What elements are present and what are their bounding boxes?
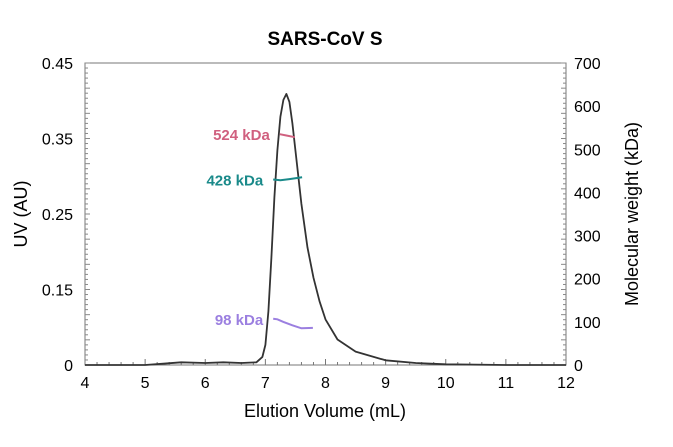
x-tick-label: 5 — [141, 375, 150, 392]
mw-series-label: 428 kDa — [206, 172, 263, 189]
y2-tick-label: 200 — [574, 272, 601, 289]
x-tick-label: 12 — [557, 375, 575, 392]
mw-series-line — [279, 133, 295, 139]
y2-tick-label: 400 — [574, 185, 601, 202]
y2-tick-label: 500 — [574, 142, 601, 159]
x-axis-label: Elution Volume (mL) — [244, 401, 406, 421]
y-tick-label: 0.25 — [42, 207, 73, 224]
mw-series-line — [273, 317, 313, 330]
mw-series-line — [273, 176, 303, 182]
x-tick-label: 11 — [498, 375, 515, 392]
uv-trace-line — [85, 93, 566, 366]
y2-axis-label: Molecular weight (kDa) — [622, 122, 642, 306]
y-axis-label: UV (AU) — [11, 181, 31, 248]
chart-title: SARS-CoV S — [267, 29, 382, 50]
x-tick-label: 9 — [381, 375, 390, 392]
x-tick-label: 8 — [321, 375, 330, 392]
y-tick-label: 0.45 — [42, 56, 73, 73]
x-tick-label: 7 — [261, 375, 270, 392]
mw-series-label: 524 kDa — [213, 127, 270, 144]
y2-tick-label: 600 — [574, 99, 601, 116]
y-tick-label: 0.35 — [42, 132, 73, 149]
y-tick-label: 0.15 — [42, 283, 73, 300]
mw-series-label: 98 kDa — [215, 312, 264, 329]
y2-tick-label: 100 — [574, 315, 601, 332]
y2-tick-label: 700 — [574, 56, 601, 73]
x-tick-label: 6 — [201, 375, 210, 392]
y-tick-label: 0 — [64, 358, 73, 375]
y2-tick-label: 0 — [574, 358, 583, 375]
x-tick-label: 10 — [437, 375, 455, 392]
x-tick-label: 4 — [81, 375, 90, 392]
y2-tick-label: 300 — [574, 229, 601, 246]
